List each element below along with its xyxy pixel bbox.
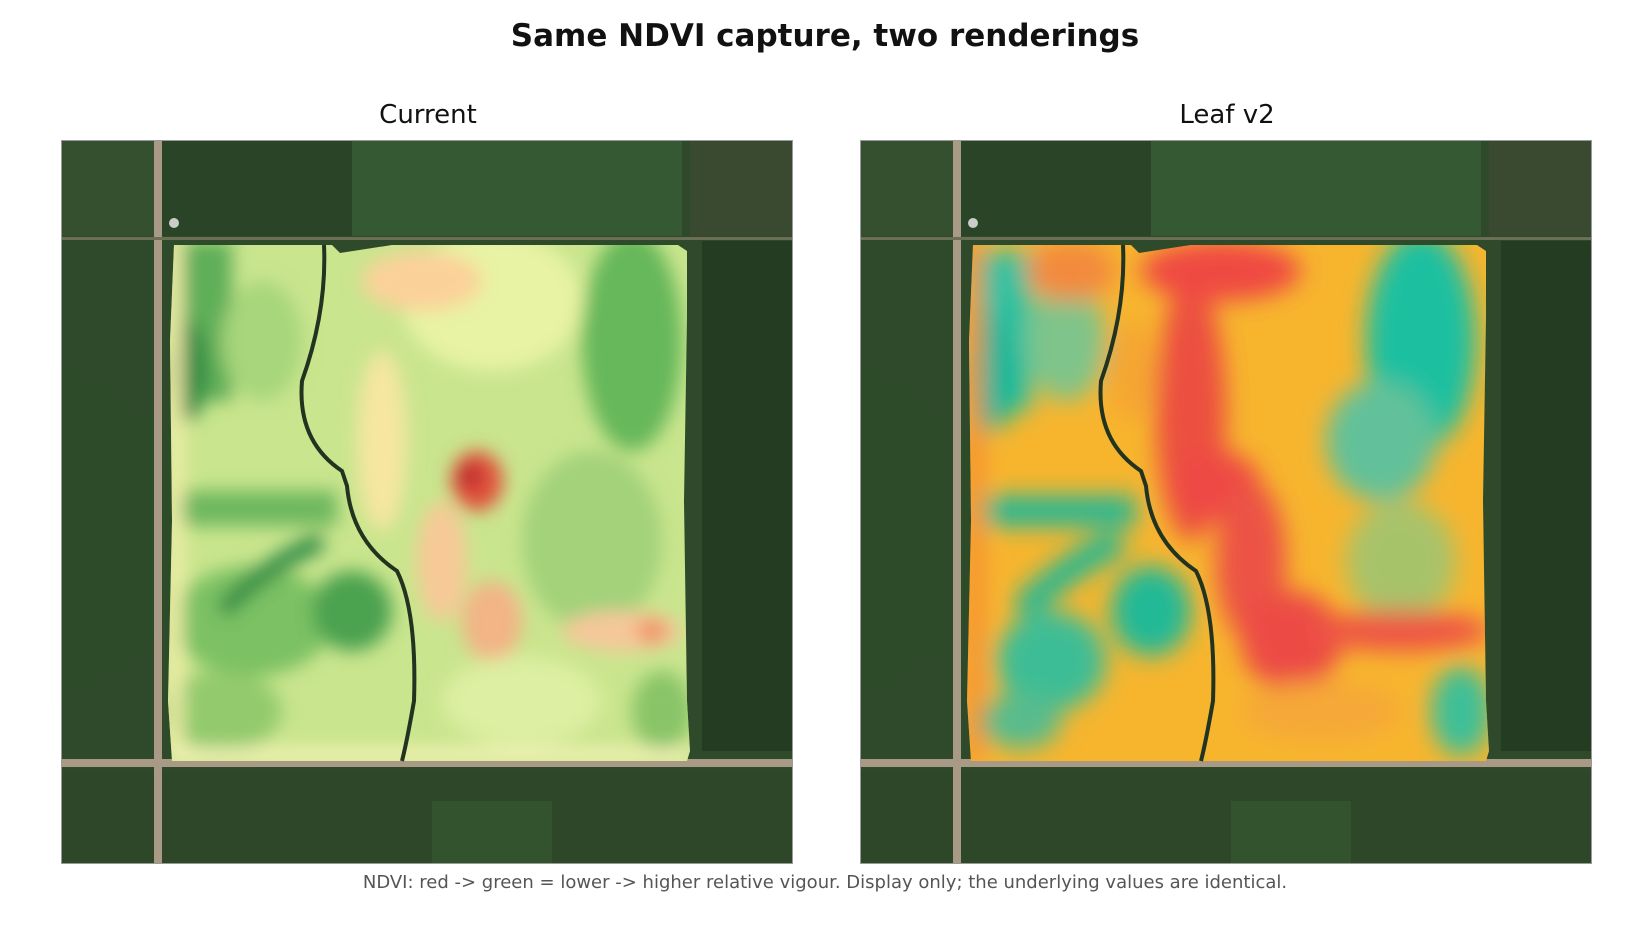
creek-line [1098, 244, 1216, 762]
ndvi-map-current [61, 140, 793, 864]
ndvi-overlay-leaf-v2 [967, 245, 1489, 761]
farmstead-marker [968, 218, 978, 228]
ndvi-overlay-current [168, 245, 690, 761]
panel-title-leaf-v2: Leaf v2 [1179, 100, 1275, 130]
figure-title: Same NDVI capture, two renderings [510, 18, 1140, 54]
farmstead-marker [169, 218, 179, 228]
figure-caption: NDVI: red -> green = lower -> higher rel… [362, 872, 1288, 893]
roads [62, 141, 792, 863]
creek-line [299, 244, 417, 762]
ndvi-map-leaf-v2 [860, 140, 1592, 864]
roads [861, 141, 1591, 863]
ndvi-map-current-svg [62, 141, 792, 863]
panel-title-current: Current [379, 100, 477, 130]
ndvi-map-leaf-v2-svg [861, 141, 1591, 863]
